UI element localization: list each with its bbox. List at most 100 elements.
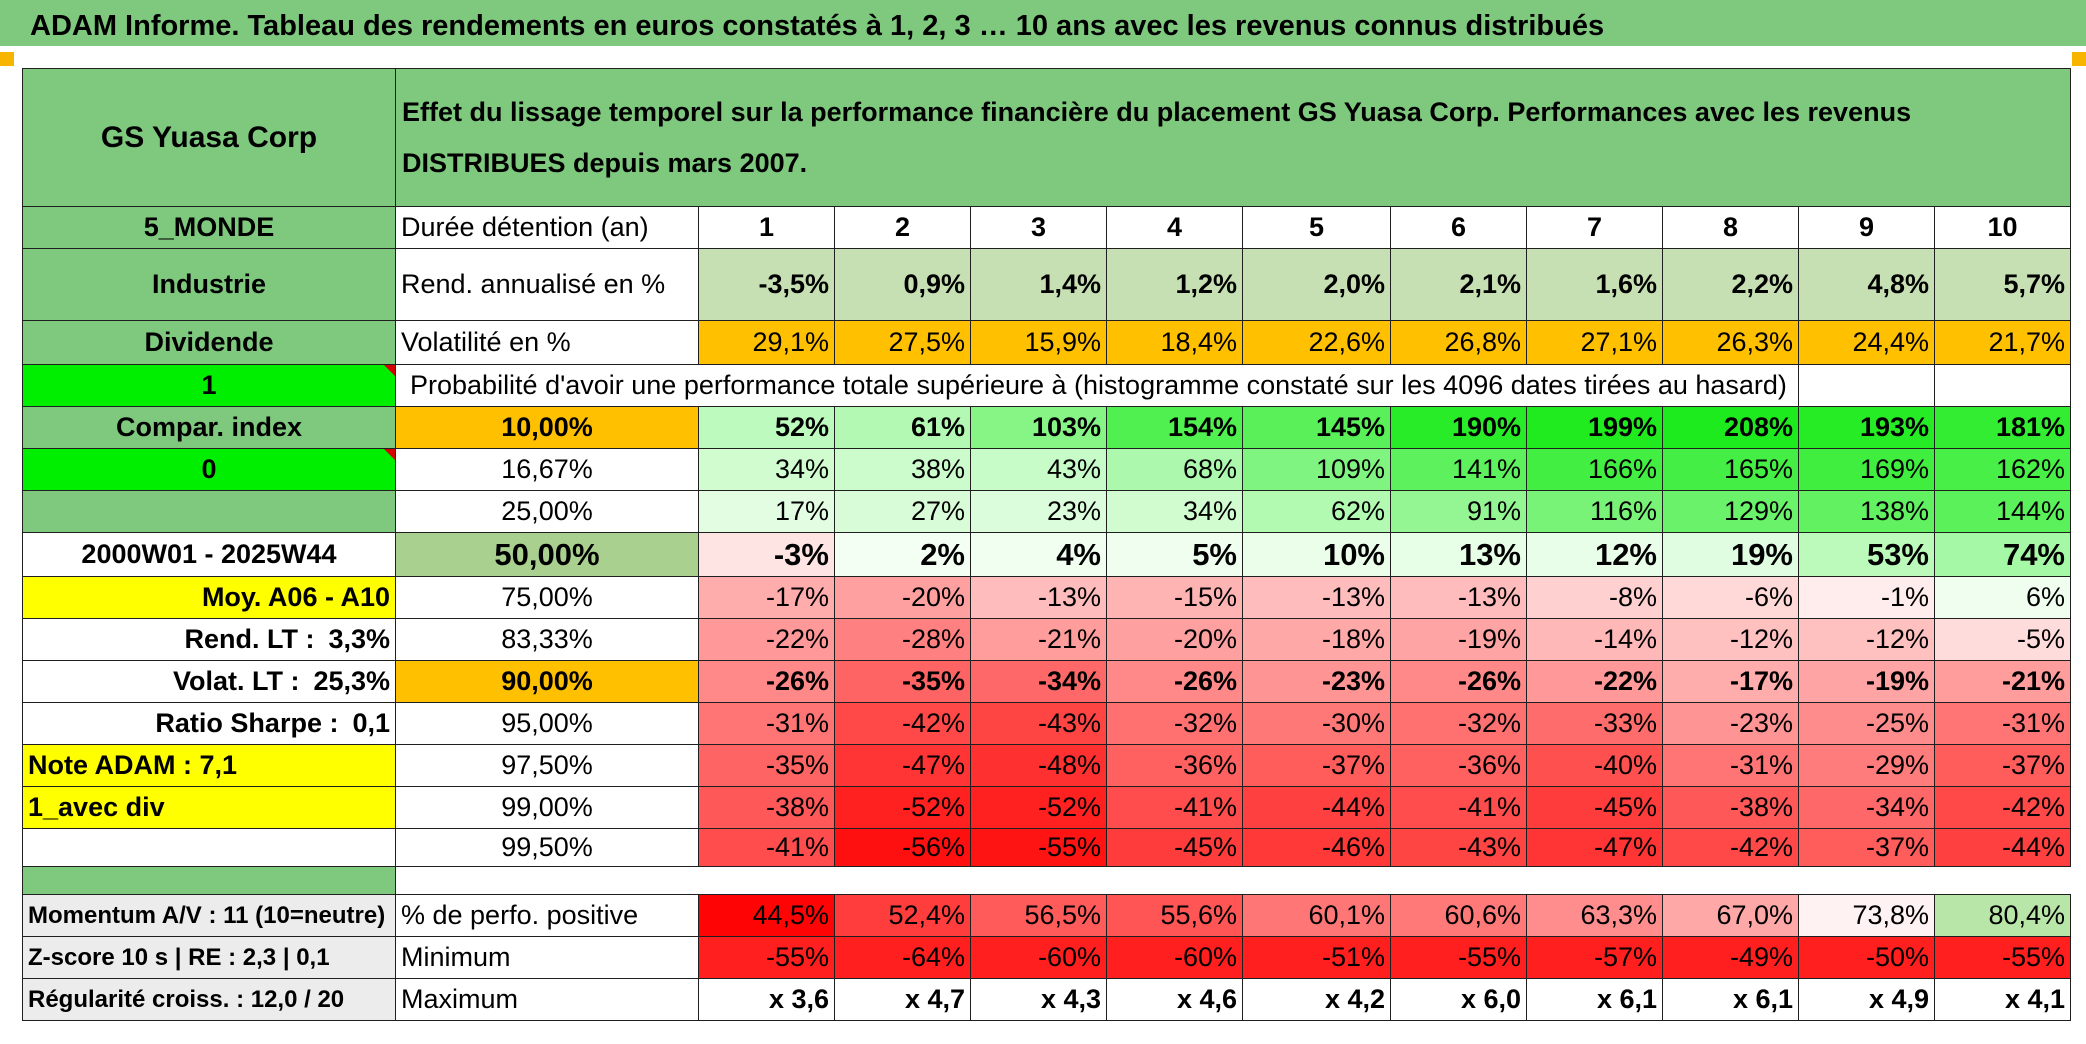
sector-label: Industrie [22,248,396,321]
quantile-cell: -29% [1798,744,1935,787]
quantile-cell: 6% [1934,576,2071,619]
quantile-cell: -13% [1242,576,1391,619]
quantile-cell: 74% [1934,532,2071,577]
quantile-cell: -43% [970,702,1107,745]
quantile-cell: -36% [1390,744,1527,787]
quantile-cell: -55% [970,828,1107,867]
description: Effet du lissage temporel sur la perform… [395,68,2071,207]
volatility-cell: 26,3% [1662,320,1799,365]
quantile-level: 50,00% [395,532,699,577]
quantile-cell: -42% [1662,828,1799,867]
quantile-cell: 34% [698,448,835,491]
flag-1-cell[interactable]: 1 [22,364,396,407]
quantile-cell: 43% [970,448,1107,491]
quantile-cell: 5% [1106,532,1243,577]
stats-row: Momentum A/V : 11 (10=neutre)% de perfo.… [22,894,2071,937]
quantile-cell: -47% [834,744,971,787]
performance-table: GS Yuasa Corp Effet du lissage temporel … [22,68,2071,1021]
quantile-cell: -42% [834,702,971,745]
quantile-cell: 190% [1390,406,1527,449]
quantile-level: 97,50% [395,744,699,787]
quantile-cell: -36% [1106,744,1243,787]
quantile-cell: -22% [1526,660,1663,703]
quantile-cell: -38% [698,786,835,829]
minimum-label: Minimum [395,936,699,979]
quantile-cell: -26% [1390,660,1527,703]
quantile-cell: -8% [1526,576,1663,619]
duration-cell: 1 [698,206,835,249]
minimum-cell: -55% [1934,936,2071,979]
volat-lt-label-value: 25,3% [313,666,390,696]
empty-cell [1798,364,1935,407]
annualized-cell: 1,6% [1526,248,1663,321]
positive-cell: 55,6% [1106,894,1243,937]
volatility-cell: 18,4% [1106,320,1243,365]
fund-name: GS Yuasa Corp [22,68,396,207]
minimum-cell: -49% [1662,936,1799,979]
quantile-level: 99,00% [395,786,699,829]
flag-0-cell[interactable]: 0 [22,448,396,491]
quantile-cell: -19% [1390,618,1527,661]
quantile-level: 99,50% [395,828,699,867]
regularity-label: Régularité croiss. : 12,0 / 20 [22,978,396,1021]
zscore-label: Z-score 10 s | RE : 2,3 | 0,1 [22,936,396,979]
separator-row [22,866,2071,895]
quantile-cell: -44% [1242,786,1391,829]
quantile-row: Rend. LT : 3,3% 83,33% -22% -28% -21% -20% -18%… [22,618,2071,661]
quantile-cell: 199% [1526,406,1663,449]
minimum-cell: -64% [834,936,971,979]
rend-lt-label: Rend. LT : 3,3% [22,618,396,661]
quantile-cell: -45% [1526,786,1663,829]
volatility-cell: 29,1% [698,320,835,365]
quantile-cell: -34% [1798,786,1935,829]
annualized-label: Rend. annualisé en % [395,248,699,321]
quantile-row: Moy. A06 - A10 75,00% -17% -20% -13% -15% -13%… [22,576,2071,619]
quantile-level: 25,00% [395,490,699,533]
probability-caption: Probabilité d'avoir une performance tota… [395,364,1799,407]
minimum-cell: -60% [1106,936,1243,979]
maximum-cell: x 6,0 [1390,978,1527,1021]
div-mode: 1_avec div [22,786,396,829]
volatility-cell: 27,5% [834,320,971,365]
maximum-cell: x 4,9 [1798,978,1935,1021]
minimum-cell: -57% [1526,936,1663,979]
positive-cell: 80,4% [1934,894,2071,937]
quantile-cell: 109% [1242,448,1391,491]
duration-label: Durée détention (an) [395,206,699,249]
duration-cell: 4 [1106,206,1243,249]
quantile-cell: -33% [1526,702,1663,745]
positive-cell: 60,1% [1242,894,1391,937]
report-title: ADAM Informe. Tableau des rendements en … [30,10,1605,42]
quantile-row: Note ADAM : 7,1 97,50% -35% -47% -48% -36% -37… [22,744,2071,787]
quantile-cell: -26% [1106,660,1243,703]
maximum-cell: x 4,3 [970,978,1107,1021]
quantile-cell: -26% [698,660,835,703]
annualized-cell: 0,9% [834,248,971,321]
quantile-row: 0 16,67% 34% 38% 43% 68% 109% 141% 166% 165% 169% 1… [22,448,2071,491]
quantile-cell: -31% [1662,744,1799,787]
maximum-cell: x 6,1 [1526,978,1663,1021]
quantile-level: 95,00% [395,702,699,745]
quantile-cell: 12% [1526,532,1663,577]
quantile-cell: -34% [970,660,1107,703]
quantile-cell: -17% [698,576,835,619]
quantile-cell: -28% [834,618,971,661]
duration-cell: 10 [1934,206,2071,249]
quantile-cell: 193% [1798,406,1935,449]
volat-lt-label-text: Volat. LT : [172,666,300,696]
quantile-cell: 166% [1526,448,1663,491]
quantile-cell: -5% [1934,618,2071,661]
volatility-cell: 26,8% [1390,320,1527,365]
quantile-cell: -32% [1390,702,1527,745]
period-label: 2000W01 - 2025W44 [22,532,396,577]
quantile-cell: -44% [1934,828,2071,867]
quantile-cell: 52% [698,406,835,449]
maximum-cell: x 4,7 [834,978,971,1021]
quantile-cell: -45% [1106,828,1243,867]
positive-cell: 63,3% [1526,894,1663,937]
annualized-cell: -3,5% [698,248,835,321]
stats-row: Z-score 10 s | RE : 2,3 | 0,1 Minimum -55%… [22,936,2071,979]
quantile-cell: -41% [1106,786,1243,829]
quantile-cell: 181% [1934,406,2071,449]
sharpe-label-value: 0,1 [352,708,390,738]
